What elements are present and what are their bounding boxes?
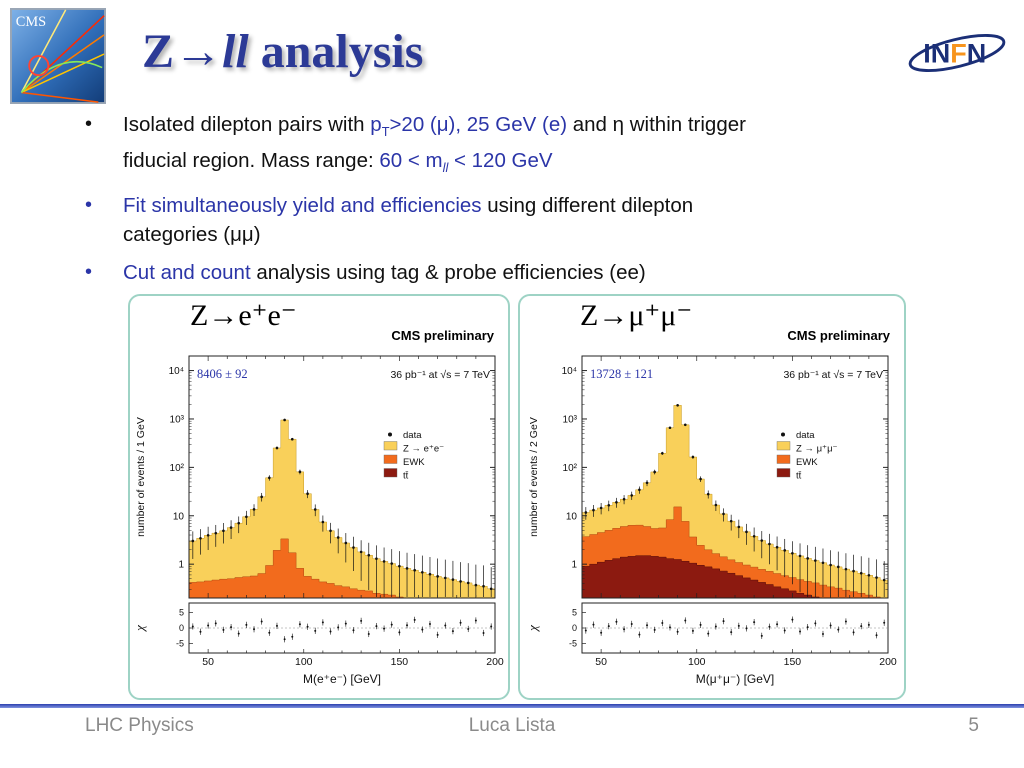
- bullet-marker: •: [85, 194, 93, 217]
- svg-text:number of events / 2 GeV: number of events / 2 GeV: [528, 417, 540, 537]
- svg-text:36 pb⁻¹ at √s = 7 TeV: 36 pb⁻¹ at √s = 7 TeV: [390, 369, 490, 381]
- svg-text:100: 100: [688, 656, 706, 668]
- bullet-text-2: Fit simultaneously yield and efficiencie…: [123, 194, 694, 247]
- bullet-text-3: Cut and count analysis using tag & probe…: [123, 261, 646, 285]
- svg-text:10⁴: 10⁴: [169, 366, 184, 377]
- bullet-text-1: Isolated dilepton pairs with pT>20 (μ), …: [123, 113, 746, 176]
- svg-text:0: 0: [572, 623, 577, 633]
- bullet-marker: •: [85, 261, 93, 284]
- svg-text:-5: -5: [176, 639, 184, 649]
- svg-text:10³: 10³: [563, 414, 578, 425]
- svg-text:50: 50: [202, 656, 214, 668]
- infn-logo: INFN: [908, 34, 1006, 72]
- svg-text:EWK: EWK: [403, 457, 425, 468]
- muon-panel: Z→μ⁺μ⁻ CMS preliminary 10⁴ 10³ 10² 10 1 5 0 -5 5…: [518, 294, 906, 700]
- svg-text:EWK: EWK: [796, 457, 818, 468]
- svg-text:10³: 10³: [170, 414, 185, 425]
- infn-logo-text: INFN: [923, 39, 986, 69]
- svg-text:data: data: [796, 430, 815, 441]
- cms-logo-tracks: [20, 9, 105, 103]
- svg-text:10²: 10²: [563, 463, 578, 474]
- svg-text:10: 10: [173, 511, 185, 522]
- svg-text:5: 5: [179, 607, 184, 617]
- svg-text:Z → e⁺e⁻: Z → e⁺e⁻: [403, 444, 444, 455]
- title-analysis: analysis: [248, 25, 424, 78]
- electron-channel-title: Z→e⁺e⁻: [190, 299, 297, 332]
- title-z-arrow: Z→: [142, 25, 223, 78]
- bullet-item-2: • Fit simultaneously yield and efficienc…: [85, 191, 930, 249]
- svg-text:5: 5: [572, 607, 577, 617]
- svg-text:10²: 10²: [170, 463, 185, 474]
- svg-text:tt̄: tt̄: [796, 471, 802, 482]
- footer-course: LHC Physics: [85, 715, 194, 736]
- footer-divider: [0, 704, 1024, 708]
- svg-text:100: 100: [295, 656, 313, 668]
- page-number: 5: [968, 715, 979, 736]
- electron-panel-header: Z→e⁺e⁻ CMS preliminary: [130, 296, 508, 346]
- bullet-marker: •: [85, 113, 93, 135]
- svg-text:50: 50: [595, 656, 607, 668]
- cms-logo: CMS: [10, 8, 106, 104]
- svg-text:M(μ⁺μ⁻) [GeV]: M(μ⁺μ⁻) [GeV]: [696, 672, 775, 686]
- svg-text:χ: χ: [133, 625, 147, 633]
- svg-text:200: 200: [879, 656, 897, 668]
- muon-channel-title: Z→μ⁺μ⁻: [580, 299, 693, 332]
- muon-panel-header: Z→μ⁺μ⁻ CMS preliminary: [520, 296, 904, 346]
- bullet-item-3: • Cut and count analysis using tag & pro…: [85, 258, 930, 287]
- cms-logo-text: CMS: [16, 14, 46, 30]
- svg-text:150: 150: [784, 656, 802, 668]
- svg-text:Z → μ⁺μ⁻: Z → μ⁺μ⁻: [796, 444, 838, 455]
- svg-text:χ: χ: [526, 625, 540, 633]
- svg-text:10⁴: 10⁴: [562, 366, 577, 377]
- svg-text:1: 1: [571, 560, 577, 571]
- svg-text:M(e⁺e⁻) [GeV]: M(e⁺e⁻) [GeV]: [303, 672, 381, 686]
- svg-text:-5: -5: [569, 639, 577, 649]
- svg-text:200: 200: [486, 656, 504, 668]
- infn-logo-orbit: [908, 34, 1006, 72]
- electron-panel: Z→e⁺e⁻ CMS preliminary 10⁴ 10³ 10² 10 1 5 0 -5 5…: [128, 294, 510, 700]
- title-ll: ll: [222, 25, 249, 78]
- svg-text:36 pb⁻¹ at √s = 7 TeV: 36 pb⁻¹ at √s = 7 TeV: [783, 369, 883, 381]
- cms-logo-ring: [28, 55, 50, 77]
- svg-text:13728 ± 121: 13728 ± 121: [590, 367, 653, 381]
- page-title: Z→ll analysis: [142, 24, 423, 79]
- svg-text:number of events / 1 GeV: number of events / 1 GeV: [135, 417, 147, 537]
- svg-text:8406 ± 92: 8406 ± 92: [197, 367, 248, 381]
- svg-text:data: data: [403, 430, 422, 441]
- bullet-list: • Isolated dilepton pairs with pT>20 (μ)…: [85, 110, 930, 296]
- bullet-item-1: • Isolated dilepton pairs with pT>20 (μ)…: [85, 110, 930, 182]
- cms-preliminary-label: CMS preliminary: [787, 328, 890, 343]
- footer-author: Luca Lista: [468, 715, 556, 736]
- svg-text:0: 0: [179, 623, 184, 633]
- svg-text:tt̄: tt̄: [403, 471, 409, 482]
- cms-preliminary-label: CMS preliminary: [391, 328, 494, 343]
- svg-text:150: 150: [391, 656, 409, 668]
- svg-text:1: 1: [178, 560, 184, 571]
- svg-text:10: 10: [566, 511, 578, 522]
